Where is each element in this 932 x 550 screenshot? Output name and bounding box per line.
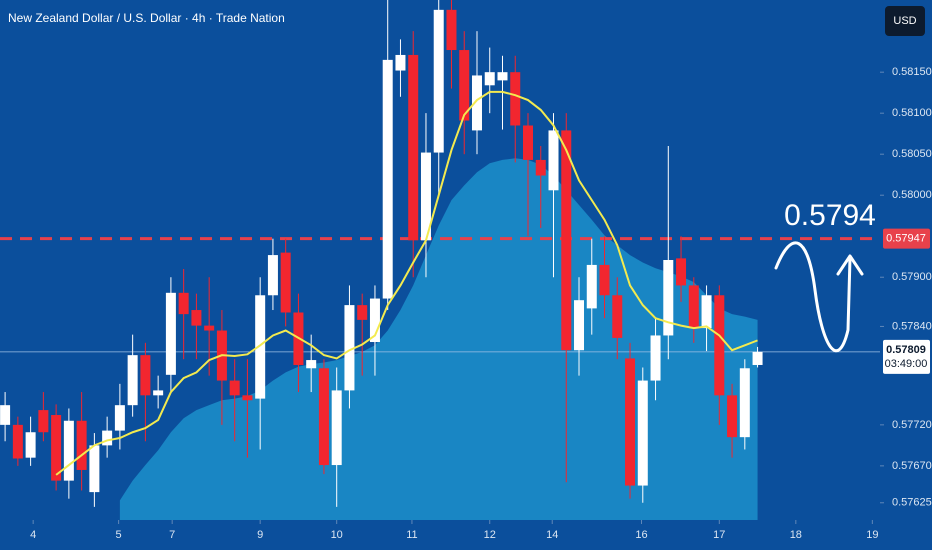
candle-body [306,360,317,369]
candle-body [165,292,176,375]
candle-body [535,159,546,176]
candle-body [586,264,597,309]
y-tick-label: 0.58000 [892,189,932,201]
candle-body [701,295,712,329]
candle-body [688,285,699,329]
level-label: 0.57947 [886,233,926,245]
candle-body [433,9,444,153]
candle-body [331,390,342,466]
projection-curve [774,241,852,353]
candle-body [599,264,610,296]
y-tick-label: 0.58150 [892,66,932,78]
candle-body [102,430,113,446]
candle-body [395,54,406,71]
x-tick-label: 19 [866,529,878,541]
candle-body [204,325,215,331]
candle-body [523,125,533,160]
candle-body [650,335,661,381]
candle-body [178,292,189,315]
candle-body [625,358,636,486]
x-tick-label: 10 [331,529,343,541]
projection-arrowhead [836,254,864,276]
candle-body [114,405,125,431]
candle-body [318,368,329,466]
candle-body [229,380,240,396]
candle-body [561,130,572,351]
candle-body [752,351,763,365]
candle-body [344,305,355,391]
candle-body [408,54,419,241]
candle-body [25,432,36,458]
candle-body [369,298,380,343]
candle-body [727,395,738,438]
x-tick-label: 17 [713,529,725,541]
candle-body [255,295,266,399]
candle-body [140,355,151,396]
candle-body [574,300,585,351]
candle-body [548,130,559,191]
candle-body [484,72,495,86]
candle-body [0,405,11,425]
currency-label[interactable]: USD [893,15,916,27]
last-price-label: 0.57809 [886,344,926,356]
x-tick-label: 5 [116,529,122,541]
x-tick-label: 11 [406,529,417,541]
candle-body [127,355,138,406]
x-tick-label: 9 [257,529,263,541]
candle-body [89,445,100,493]
candle-body [51,415,62,481]
candle-body [153,390,164,396]
x-tick-label: 12 [484,529,496,541]
currency-button[interactable] [885,6,925,36]
candle-body [191,310,202,326]
candle-body [242,395,253,401]
x-tick-label: 7 [169,529,175,541]
y-tick-label: 0.57720 [892,419,932,431]
candle-body [497,72,508,81]
candle-body [357,305,368,320]
x-tick-label: 16 [635,529,647,541]
target-annotation: 0.5794 [784,199,876,232]
level-label-box [883,228,930,249]
y-tick-label: 0.57900 [892,271,932,283]
x-tick-label: 18 [790,529,802,541]
candle-body [76,420,87,470]
moving-average [55,90,758,476]
y-tick-label: 0.58050 [892,148,932,160]
candle-body [420,152,431,241]
candle-body [267,255,278,296]
candle-body [38,410,49,433]
candle-body [510,72,521,126]
candle-body [459,50,470,121]
candle-body [637,380,648,486]
countdown-label: 03:49:00 [885,358,928,370]
candle-body [446,9,457,51]
chart-title: New Zealand Dollar / U.S. Dollar · 4h · … [8,11,285,25]
x-tick-label: 4 [30,529,36,541]
y-tick-label: 0.57625 [892,497,932,509]
candle-body [739,368,750,438]
x-tick-label: 14 [546,529,558,541]
candle-body [280,252,291,313]
y-tick-label: 0.58100 [892,107,932,119]
last-price-box [883,339,930,374]
candle-body [382,59,393,299]
candle-body [63,420,74,481]
volume-profile-area [119,158,758,521]
candle-body [12,424,23,459]
candle-body [676,258,687,286]
candle-body [663,260,674,336]
candle-body [471,75,482,131]
candle-body [612,295,623,338]
y-tick-label: 0.57670 [892,460,932,472]
plot-area [0,0,880,521]
y-tick-label: 0.57840 [892,320,932,332]
candle-body [714,295,725,396]
